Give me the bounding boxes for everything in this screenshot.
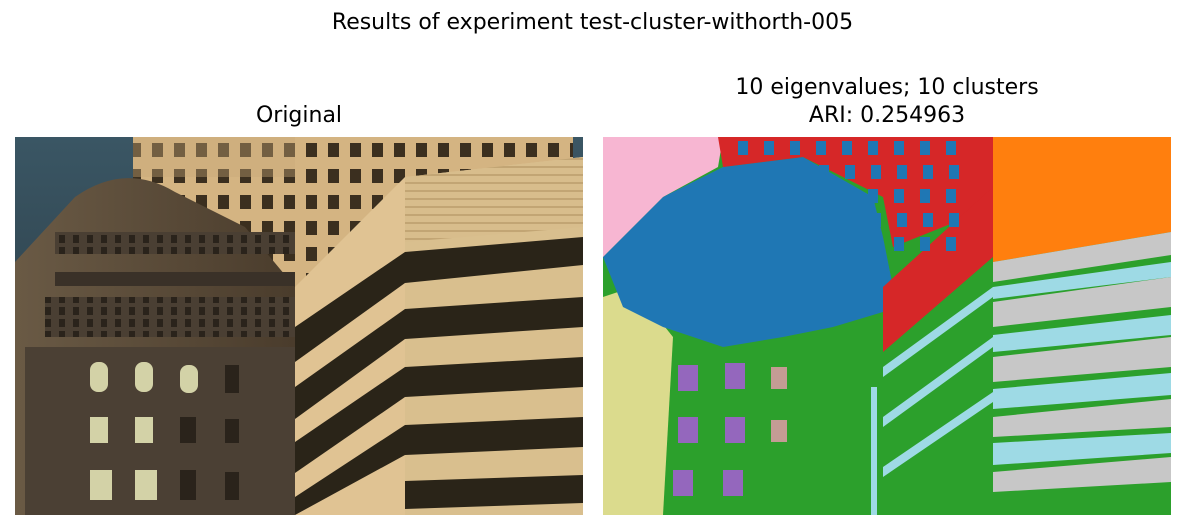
cluster-stripe-gray (993, 337, 1171, 382)
cluster-window-blue (819, 213, 829, 227)
cluster-window-blue (949, 213, 959, 227)
cluster-window-blue (793, 165, 803, 179)
cluster-window-blue (738, 141, 748, 155)
cluster-window-blue (923, 165, 933, 179)
cluster-stripe-gray (993, 457, 1171, 492)
cluster-window-blue (842, 189, 852, 203)
cluster-stripe-cyan (993, 373, 1171, 409)
clustering-title-ari: ARI: 0.254963 (808, 103, 966, 128)
cluster-window-blue (871, 165, 881, 179)
cluster-window-blue (790, 189, 800, 203)
original-image-svg (15, 137, 583, 515)
cluster-window-blue (946, 141, 956, 155)
cluster-window-blue (894, 141, 904, 155)
cluster-map-image (603, 137, 1171, 515)
cluster-edge-cyan-vertical (871, 387, 877, 515)
cluster-window-blue (819, 165, 829, 179)
cluster-stripe-gray (993, 232, 1171, 282)
cluster-window-blue (946, 189, 956, 203)
cluster-window-blue (920, 141, 930, 155)
original-image (15, 137, 583, 515)
clustering-panel-title: 10 eigenvalues; 10 clusters ARI: 0.25496… (603, 74, 1171, 130)
cluster-window-blue (790, 141, 800, 155)
cluster-window-blue (868, 189, 878, 203)
cluster-window-blue (897, 165, 907, 179)
cluster-window-purple (725, 417, 745, 443)
cluster-window-blue (741, 213, 751, 227)
cluster-edge-cyan (883, 287, 993, 377)
cluster-window-blue (767, 165, 777, 179)
cluster-region-orange (993, 137, 1171, 262)
cluster-edge-cyan (883, 337, 993, 427)
cluster-window-blue (764, 141, 774, 155)
cluster-stripe-gray (993, 277, 1171, 327)
cluster-window-brown (771, 420, 787, 442)
cluster-window-blue (845, 213, 855, 227)
cluster-stripe-gray (993, 399, 1171, 437)
cluster-window-blue (738, 189, 748, 203)
cluster-window-purple (725, 363, 745, 389)
cluster-window-blue (790, 237, 800, 251)
cluster-stripe-cyan (993, 315, 1171, 352)
cluster-edge-cyan (883, 392, 993, 477)
cluster-window-blue (816, 237, 826, 251)
cluster-window-blue (920, 237, 930, 251)
cluster-window-blue (868, 141, 878, 155)
cluster-window-purple (678, 417, 698, 443)
cluster-window-purple (678, 365, 698, 391)
lit-windows (90, 362, 198, 500)
cluster-region-pink (603, 137, 723, 257)
cluster-region-red-face (883, 187, 993, 352)
cluster-window-blue (741, 165, 751, 179)
cluster-window-blue (949, 165, 959, 179)
cluster-window-blue (894, 189, 904, 203)
cluster-window-blue (871, 213, 881, 227)
clustering-title-eigen-clusters: 10 eigenvalues; 10 clusters (735, 75, 1039, 100)
cluster-window-blue (845, 165, 855, 179)
cluster-window-blue (842, 141, 852, 155)
cluster-window-purple (723, 470, 743, 496)
cluster-window-purple (673, 470, 693, 496)
cluster-region-blue (603, 157, 893, 347)
cluster-window-blue (868, 237, 878, 251)
cluster-window-blue (767, 213, 777, 227)
cluster-window-blue (897, 213, 907, 227)
cluster-window-brown (771, 367, 787, 389)
figure-suptitle: Results of experiment test-cluster-witho… (331, 10, 854, 35)
cluster-window-blue (923, 213, 933, 227)
window-bands (295, 237, 583, 515)
cluster-window-blue (946, 237, 956, 251)
original-panel-title: Original (255, 103, 343, 128)
cluster-window-blue (842, 237, 852, 251)
cluster-window-blue (816, 189, 826, 203)
cluster-map-svg (603, 137, 1171, 515)
cluster-region-olive (603, 287, 673, 515)
cluster-window-blue (738, 237, 748, 251)
cluster-stripe-cyan (993, 433, 1171, 465)
cluster-window-blue (764, 237, 774, 251)
cluster-stripe-cyan (993, 262, 1171, 299)
cluster-window-blue (793, 213, 803, 227)
cluster-window-blue (816, 141, 826, 155)
cluster-window-blue (894, 237, 904, 251)
cluster-window-blue (764, 189, 774, 203)
cluster-window-blue (920, 189, 930, 203)
